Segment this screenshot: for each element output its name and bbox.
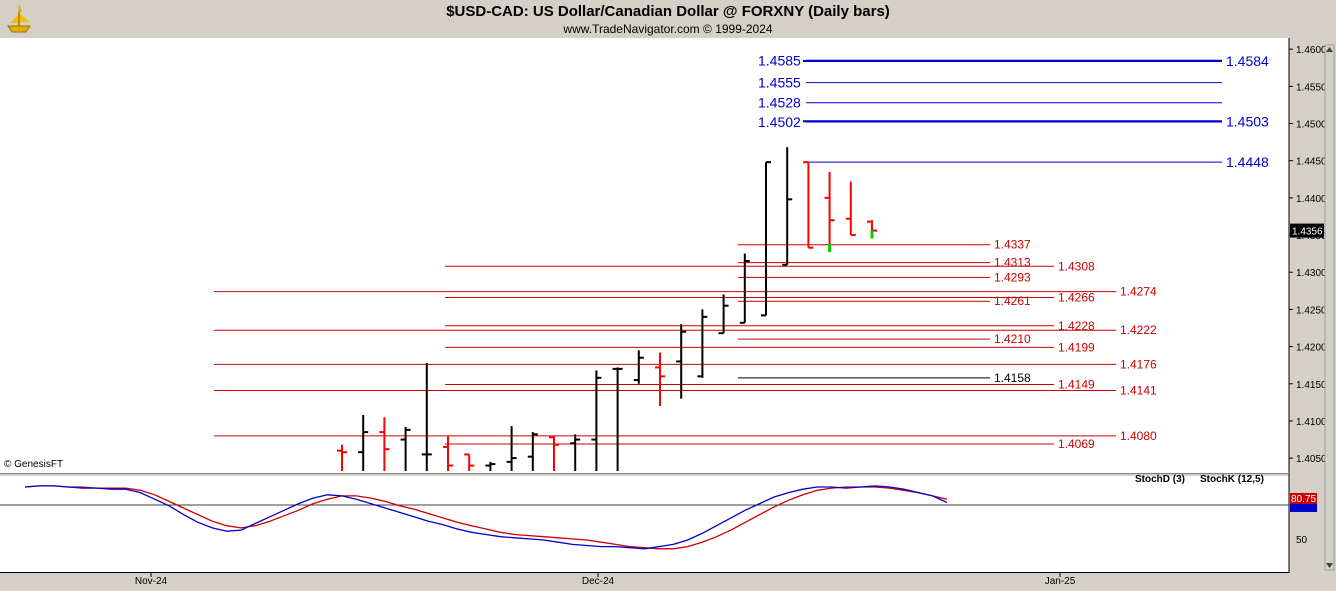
price-bar bbox=[697, 309, 708, 378]
price-bar bbox=[739, 253, 750, 324]
stochastic-panel: StochD (3) StochK (12,5) 50 80.75 bbox=[0, 474, 1317, 550]
level-label: 1.4266 bbox=[1058, 291, 1095, 305]
date-axis: Nov-24 Dec-24 Jan-25 bbox=[135, 573, 1076, 587]
price-tick-label: 1.4450 bbox=[1296, 157, 1327, 168]
level-label: 1.4448 bbox=[1226, 154, 1269, 170]
level-label: 1.4555 bbox=[758, 75, 801, 91]
price-tick-label: 1.4400 bbox=[1296, 194, 1327, 205]
stoch-last-value-box bbox=[1290, 492, 1317, 504]
price-bar bbox=[824, 171, 835, 252]
price-bar bbox=[464, 453, 475, 471]
stoch-last-value-label: 80.75 bbox=[1291, 494, 1316, 505]
level-label: 1.4141 bbox=[1120, 383, 1157, 397]
price-bar bbox=[379, 417, 390, 471]
chart-header: $USD-CAD: US Dollar/Canadian Dollar @ FO… bbox=[0, 0, 1336, 38]
price-bar bbox=[358, 415, 369, 471]
price-panel-background bbox=[0, 38, 1289, 473]
price-tick-label: 1.4600 bbox=[1296, 45, 1327, 56]
level-label: 1.4502 bbox=[758, 114, 801, 130]
level-label: 1.4528 bbox=[758, 95, 801, 111]
stoch-series-line bbox=[24, 485, 948, 550]
chart-title: $USD-CAD: US Dollar/Canadian Dollar @ FO… bbox=[446, 3, 890, 20]
vertical-scrollbar[interactable] bbox=[1324, 44, 1335, 571]
level-label: 1.4584 bbox=[1226, 53, 1269, 69]
price-bar bbox=[506, 426, 517, 471]
price-bar bbox=[845, 181, 856, 237]
price-bar bbox=[633, 350, 644, 384]
price-axis: 1.4050 1.4100 1.4150 1.4200 1.4250 1.4300 1.43… bbox=[1289, 45, 1327, 465]
level-label: 1.4228 bbox=[1058, 319, 1095, 333]
price-bar bbox=[591, 370, 602, 471]
price-bar bbox=[443, 435, 453, 471]
level-label: 1.4261 bbox=[994, 294, 1031, 308]
stoch-legend-k: StochK (12,5) bbox=[1200, 474, 1264, 485]
watermark: © GenesisFT bbox=[4, 459, 63, 470]
fibonacci-levels: 1.4585 1.4584 1.4555 1.4528 1.4502 1.4503 1.44… bbox=[214, 52, 1269, 451]
price-tick-label: 1.4550 bbox=[1296, 82, 1327, 93]
price-bar bbox=[400, 426, 411, 471]
price-tick-label: 1.4100 bbox=[1296, 417, 1327, 428]
level-label: 1.4149 bbox=[1058, 378, 1095, 392]
price-tick-label: 1.4250 bbox=[1296, 305, 1327, 316]
price-tick-label: 1.4500 bbox=[1296, 120, 1327, 131]
level-label: 1.4199 bbox=[1058, 340, 1095, 354]
stoch-panel-background bbox=[0, 476, 1289, 572]
level-label: 1.4069 bbox=[1058, 437, 1095, 451]
stoch-legend-d: StochD (3) bbox=[1135, 474, 1185, 485]
price-bar bbox=[485, 461, 496, 471]
price-bar bbox=[549, 435, 559, 471]
price-bar bbox=[612, 367, 623, 471]
price-tick-label: 1.4050 bbox=[1296, 454, 1327, 465]
price-bar bbox=[421, 362, 432, 471]
date-tick-label: Jan-25 bbox=[1045, 576, 1076, 587]
level-label: 1.4176 bbox=[1120, 357, 1157, 371]
scroll-up-arrow-icon[interactable] bbox=[1326, 47, 1333, 52]
level-label: 1.4222 bbox=[1120, 323, 1157, 337]
level-label: 1.4585 bbox=[758, 52, 801, 68]
date-tick-label: Dec-24 bbox=[582, 576, 615, 587]
price-bar bbox=[655, 352, 665, 407]
price-bar bbox=[337, 444, 347, 471]
price-tick-label: 1.4200 bbox=[1296, 343, 1327, 354]
price-bar bbox=[782, 147, 793, 266]
price-tick-label: 1.4300 bbox=[1296, 268, 1327, 279]
last-price-label: 1.4356 bbox=[1292, 227, 1323, 238]
genesis-logo-icon bbox=[7, 4, 31, 33]
price-bar bbox=[803, 161, 814, 249]
level-label: 1.4337 bbox=[994, 238, 1031, 252]
last-price-box bbox=[1290, 223, 1324, 238]
stoch-series-line bbox=[24, 485, 948, 550]
level-label: 1.4210 bbox=[994, 332, 1031, 346]
date-tick-label: Nov-24 bbox=[135, 576, 168, 587]
price-tick-label: 1.4150 bbox=[1296, 380, 1327, 391]
price-bar bbox=[676, 324, 687, 399]
level-label: 1.4158 bbox=[994, 371, 1031, 385]
scroll-down-arrow-icon[interactable] bbox=[1326, 563, 1333, 568]
level-label: 1.4503 bbox=[1226, 113, 1269, 129]
price-bar bbox=[761, 161, 771, 317]
price-bar bbox=[527, 432, 538, 471]
level-label: 1.4274 bbox=[1120, 285, 1157, 299]
stoch-tick-label: 50 bbox=[1296, 535, 1308, 546]
price-bar bbox=[867, 220, 877, 239]
level-label: 1.4313 bbox=[994, 256, 1031, 270]
level-label: 1.4308 bbox=[1058, 259, 1095, 273]
price-bars bbox=[337, 147, 877, 471]
chart-subtitle: www.TradeNavigator.com © 1999-2024 bbox=[563, 22, 773, 36]
price-bar bbox=[718, 294, 729, 335]
price-bar bbox=[570, 434, 581, 471]
level-label: 1.4293 bbox=[994, 270, 1031, 284]
level-label: 1.4080 bbox=[1120, 429, 1157, 443]
stoch-k-value-box bbox=[1290, 503, 1317, 512]
